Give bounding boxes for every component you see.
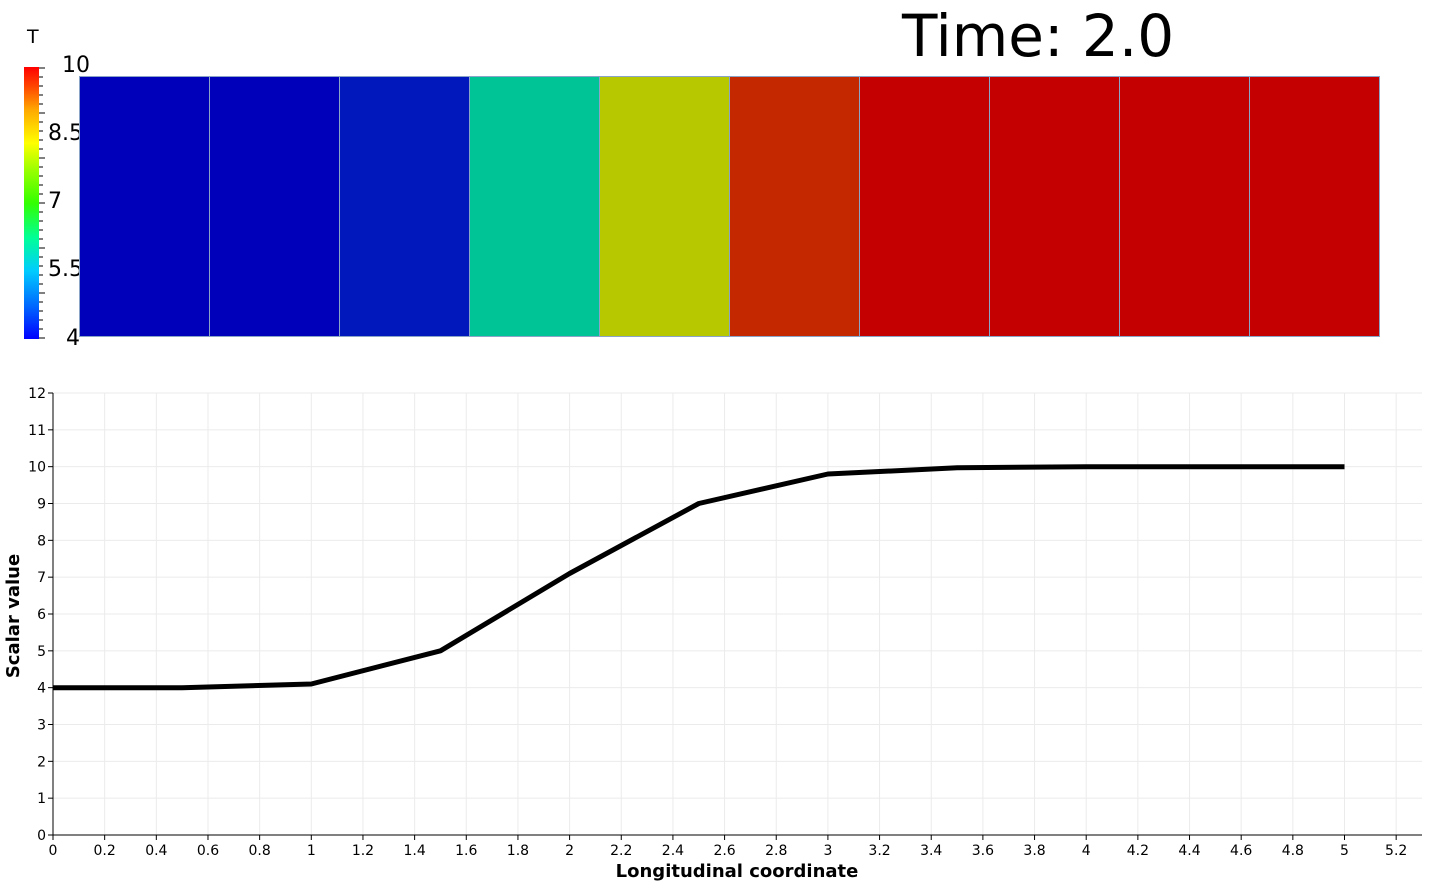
- colorbar-label-max: 10: [62, 53, 90, 78]
- y-tick-label: 5: [37, 644, 46, 660]
- mesh-cell: [1250, 77, 1379, 336]
- x-tick-label: 1: [307, 843, 316, 859]
- x-tick-label: 4.8: [1282, 843, 1304, 859]
- y-tick-label: 6: [37, 607, 46, 623]
- mesh-cell: [80, 77, 210, 336]
- x-tick-label: 1.2: [352, 843, 374, 859]
- mesh-cell: [210, 77, 340, 336]
- mesh-cell: [470, 77, 600, 336]
- colorbar-label-5-5: 5.5: [48, 257, 83, 282]
- x-tick-label: 0.2: [94, 843, 116, 859]
- x-tick-label: 3.4: [920, 843, 942, 859]
- x-tick-label: 2.8: [765, 843, 787, 859]
- x-tick-label: 3.6: [972, 843, 994, 859]
- x-tick-label: 2.4: [662, 843, 684, 859]
- x-tick-label: 2.2: [610, 843, 632, 859]
- x-tick-label: 2.6: [713, 843, 735, 859]
- mesh-cell: [1120, 77, 1250, 336]
- mesh-cell: [340, 77, 470, 336]
- x-tick-label: 5.2: [1385, 843, 1407, 859]
- x-tick-label: 4: [1082, 843, 1091, 859]
- x-tick-label: 1.8: [507, 843, 529, 859]
- y-tick-label: 4: [37, 681, 46, 697]
- time-label: Time: 2.0: [902, 2, 1175, 70]
- y-tick-label: 8: [37, 533, 46, 549]
- y-axis-label: Scalar value: [3, 554, 24, 678]
- y-tick-label: 9: [37, 497, 46, 513]
- x-tick-label: 4.6: [1230, 843, 1252, 859]
- y-tick-label: 12: [28, 386, 46, 402]
- x-axis-label: Longitudinal coordinate: [616, 861, 859, 882]
- mesh-cell: [600, 77, 730, 336]
- colorbar-label-min: 4: [66, 326, 80, 351]
- y-tick-label: 10: [28, 460, 46, 476]
- colorbar-title: T: [27, 26, 39, 48]
- x-tick-label: 0.8: [249, 843, 271, 859]
- mesh-cell: [730, 77, 860, 336]
- x-tick-label: 1.4: [403, 843, 425, 859]
- x-tick-label: 0.6: [197, 843, 219, 859]
- chart-grid: [52, 392, 1422, 836]
- chart-ticks: 0 0.2 0.4 0.6 0.8 1 1.2 1.4 1.6 1.8 2 2.2 2.4 2.6 2.8 3…: [28, 386, 1407, 859]
- colorbar-gradient: [24, 67, 39, 339]
- colorbar-label-8-5: 8.5: [48, 121, 83, 146]
- x-tick-label: 4.4: [1178, 843, 1200, 859]
- colorbar-label-7: 7: [48, 189, 62, 214]
- chart-series: [52, 464, 1345, 691]
- y-tick-label: 0: [37, 828, 46, 844]
- x-tick-label: 4.2: [1127, 843, 1149, 859]
- x-tick-label: 5: [1340, 843, 1349, 859]
- x-tick-label: 3.8: [1023, 843, 1045, 859]
- line-chart: 0 0.2 0.4 0.6 0.8 1 1.2 1.4 1.6 1.8 2 2.2 2.4 2.6 2.8 3…: [3, 386, 1422, 882]
- x-tick-label: 1.6: [455, 843, 477, 859]
- y-tick-label: 1: [37, 791, 46, 807]
- x-tick-label: 3.2: [868, 843, 890, 859]
- x-tick-label: 2: [565, 843, 574, 859]
- y-tick-label: 7: [37, 570, 46, 586]
- mesh-cell: [860, 77, 990, 336]
- x-tick-label: 0: [49, 843, 58, 859]
- x-tick-label: 0.4: [145, 843, 167, 859]
- x-tick-label: 3: [823, 843, 832, 859]
- mesh-cell: [990, 77, 1120, 336]
- y-tick-label: 3: [37, 718, 46, 734]
- colorbar-ticks: [39, 67, 45, 339]
- mesh-view: [79, 76, 1380, 337]
- y-tick-label: 2: [37, 754, 46, 770]
- y-tick-label: 11: [28, 423, 46, 439]
